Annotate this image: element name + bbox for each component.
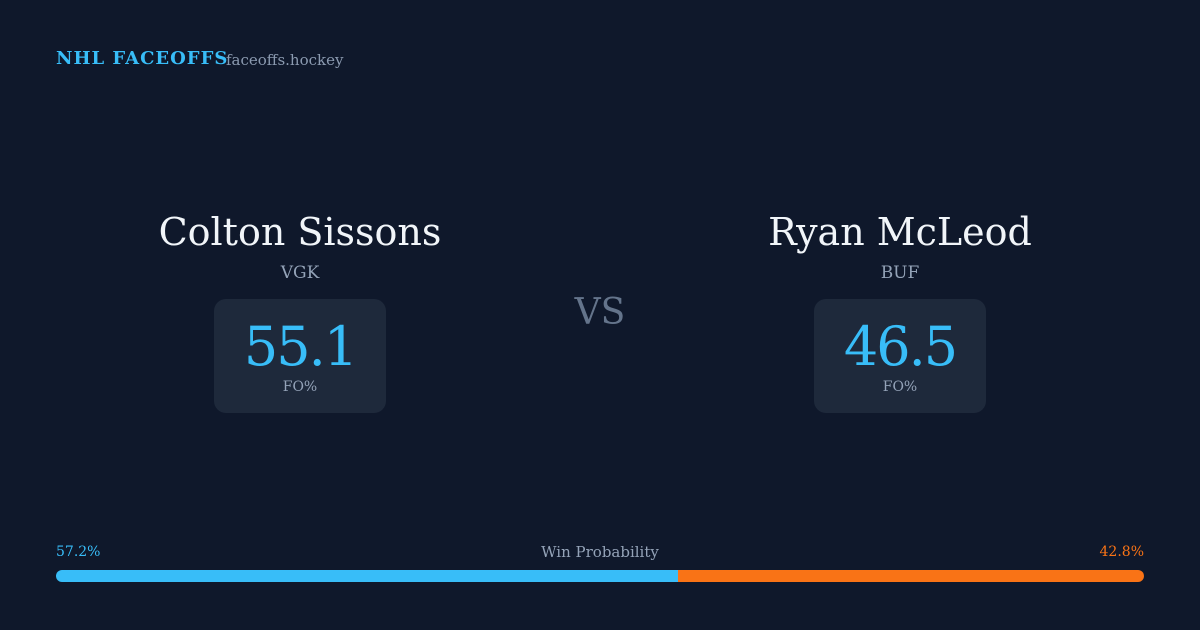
stat-box: 46.5 FO%: [813, 299, 987, 413]
win-prob-title: Win Probability: [541, 543, 659, 561]
stat-box: 55.1 FO%: [213, 299, 387, 413]
win-prob-segment: [678, 570, 1144, 582]
fo-value: 46.5: [843, 315, 958, 378]
player-card: Ryan McLeod BUF 46.5 FO%: [700, 205, 1100, 413]
player-name: Colton Sissons: [158, 210, 442, 254]
fo-label: FO%: [882, 379, 918, 395]
player-card: Colton Sissons VGK 55.1 FO%: [100, 205, 500, 413]
win-prob-right: 42.8%: [1099, 544, 1144, 560]
win-prob-segment: [56, 570, 679, 582]
team: VGK: [280, 263, 320, 283]
win-prob-left: 57.2%: [56, 544, 101, 560]
fo-label: FO%: [282, 379, 318, 395]
win-prob-bar: [56, 570, 1144, 582]
team: BUF: [880, 263, 920, 283]
site-url: faceoffs.hockey: [226, 51, 344, 69]
brand-title: NHL FACEOFFS: [56, 48, 229, 69]
player-name: Ryan McLeod: [768, 210, 1032, 254]
fo-value: 55.1: [243, 315, 358, 378]
vs: VS: [574, 292, 626, 333]
